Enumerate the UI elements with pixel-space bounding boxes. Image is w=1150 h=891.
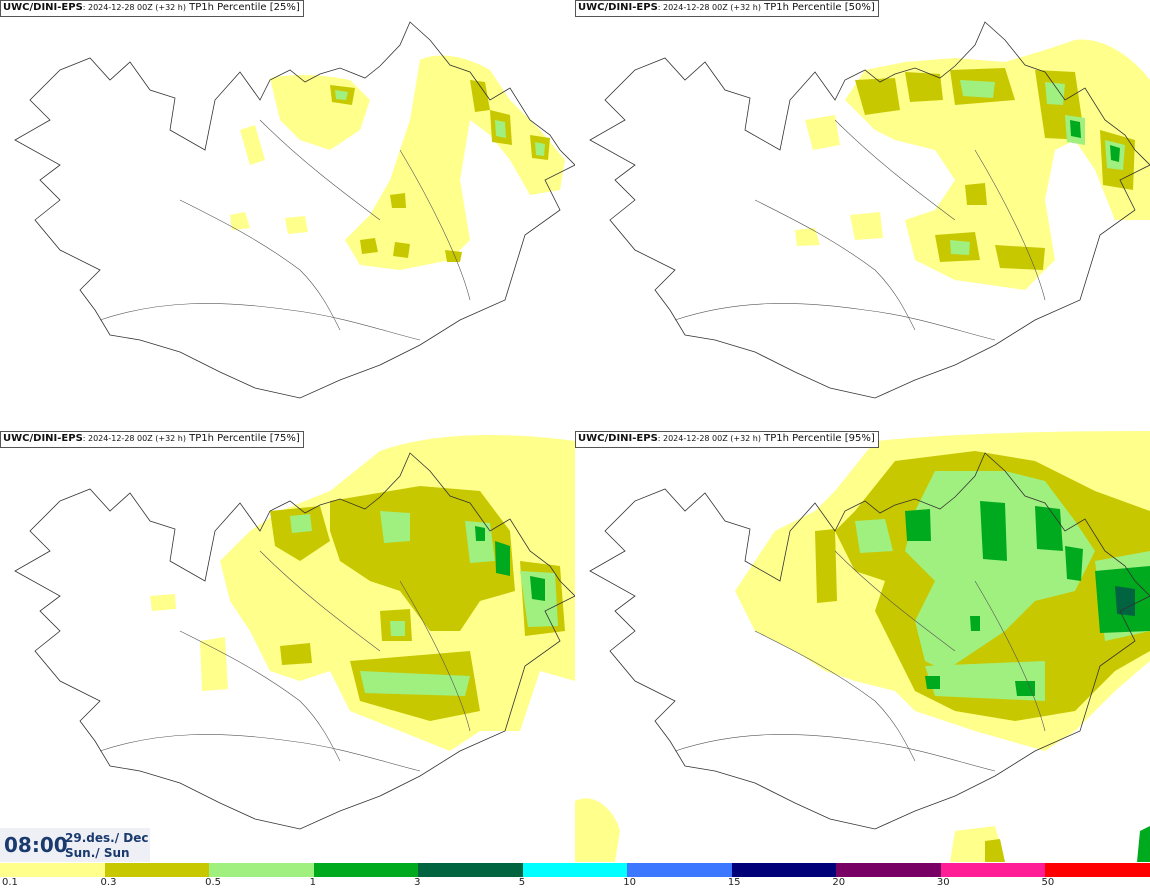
coastline <box>14 21 575 399</box>
legend-label: 20 <box>832 877 846 888</box>
panel-title: UWC/DINI-EPS: 2024-12-28 00Z (+32 h) TP1… <box>0 431 304 448</box>
legend-swatch <box>627 863 733 877</box>
legend-label: 50 <box>1041 877 1055 888</box>
color-legend: 0.1 0.3 0.5 1 3 5 10 15 20 30 50 <box>0 863 1150 891</box>
legend-label: 0.5 <box>205 877 221 888</box>
legend-swatch <box>0 863 106 877</box>
road-network <box>674 550 1046 772</box>
legend-label: 10 <box>623 877 636 888</box>
legend-label: 1 <box>309 877 316 888</box>
map-panel-p50: UWC/DINI-EPS: 2024-12-28 00Z (+32 h) TP1… <box>575 0 1150 431</box>
legend-swatch <box>104 863 210 877</box>
legend-label: 5 <box>518 877 526 888</box>
coastline <box>589 452 1150 830</box>
precip-fill <box>335 90 545 156</box>
precip-fill <box>475 526 545 601</box>
panel-title: UWC/DINI-EPS: 2024-12-28 00Z (+32 h) TP1… <box>575 431 879 448</box>
legend-label: 0.1 <box>2 877 18 888</box>
coastline <box>589 21 1150 399</box>
legend-label: 30 <box>936 877 950 888</box>
precip-fill <box>1115 586 1135 616</box>
valid-date: 29.des./ Dec <box>65 831 149 845</box>
legend-swatch <box>731 863 837 877</box>
road-network <box>99 119 471 341</box>
map-panel-p75: UWC/DINI-EPS: 2024-12-28 00Z (+32 h) TP1… <box>0 431 575 862</box>
legend-swatches <box>0 863 1150 877</box>
legend-swatch <box>522 863 628 877</box>
valid-time-box: 08:00 29.des./ Dec Sun./ Sun <box>0 828 150 862</box>
valid-hour: 08:00 <box>4 833 68 857</box>
precip-fill <box>150 435 575 751</box>
precip-map <box>589 21 1150 399</box>
legend-swatch <box>940 863 1046 877</box>
legend-label: 0.3 <box>100 877 117 888</box>
valid-day: Sun./ Sun <box>65 846 130 860</box>
map-panel-p95: UWC/DINI-EPS: 2024-12-28 00Z (+32 h) TP1… <box>575 431 1150 862</box>
coastline <box>14 452 575 830</box>
legend-label: 3 <box>414 877 421 888</box>
road-network <box>99 550 471 772</box>
precip-map <box>14 435 575 830</box>
legend-swatch <box>313 863 419 877</box>
map-panel-p25: UWC/DINI-EPS: 2024-12-28 00Z (+32 h) TP1… <box>0 0 575 431</box>
panel-title: UWC/DINI-EPS: 2024-12-28 00Z (+32 h) TP1… <box>0 0 304 17</box>
road-network <box>674 119 1046 341</box>
precip-fill <box>1070 120 1120 162</box>
legend-swatch <box>1045 863 1150 877</box>
panel-title: UWC/DINI-EPS: 2024-12-28 00Z (+32 h) TP1… <box>575 0 879 17</box>
legend-label: 15 <box>727 877 741 888</box>
legend-swatch <box>836 863 942 877</box>
legend-swatch <box>209 863 315 877</box>
precip-fill <box>230 55 565 271</box>
legend-swatch <box>418 863 524 877</box>
precip-map <box>575 431 1150 862</box>
precip-map <box>14 21 575 399</box>
